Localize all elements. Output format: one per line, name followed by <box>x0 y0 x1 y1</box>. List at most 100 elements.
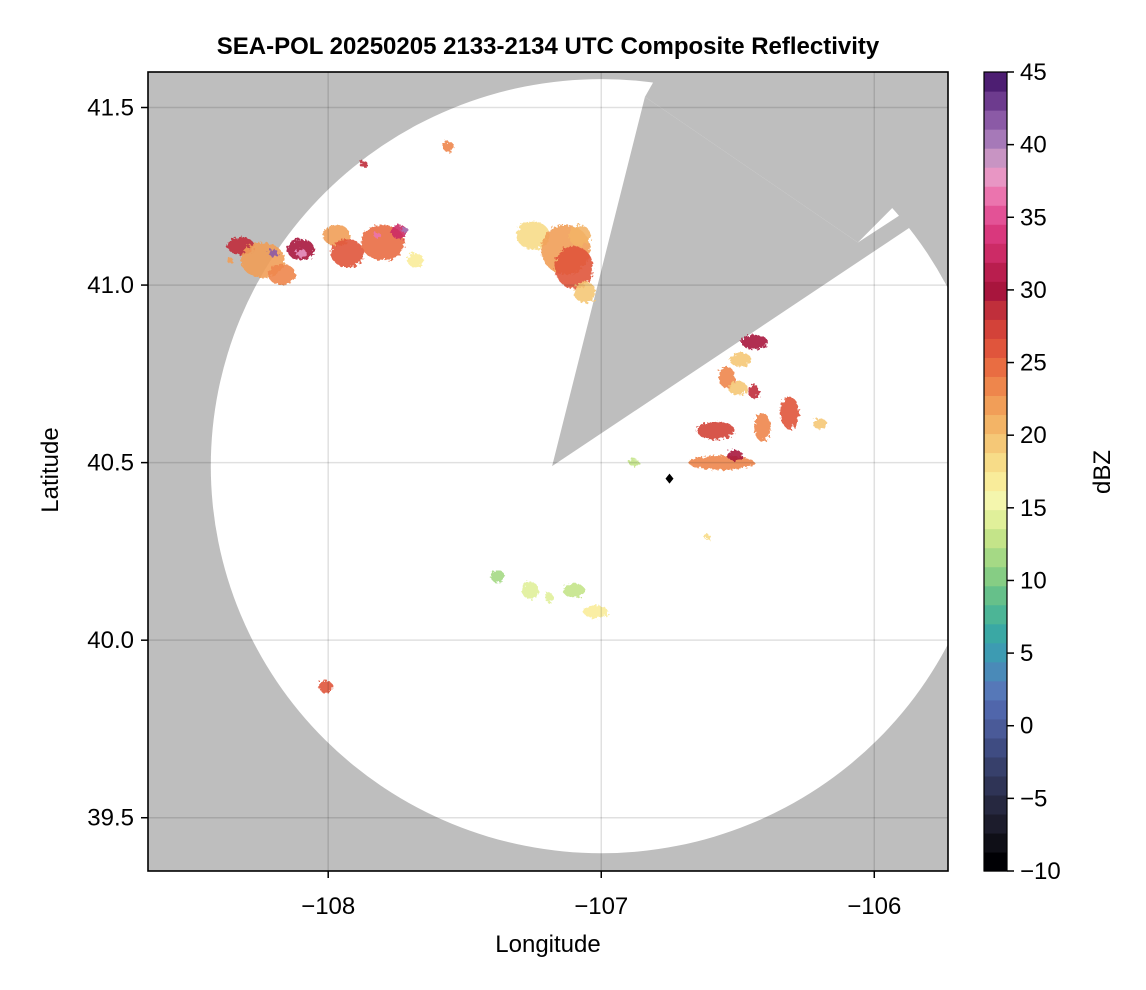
colorbar-swatch <box>984 813 1007 834</box>
colorbar-tick-label: 20 <box>1020 422 1047 449</box>
axes: −108 −107 −106 39.5 40.0 40.5 41.0 41.5 <box>87 95 901 920</box>
echo-cell <box>268 249 279 257</box>
colorbar-swatch <box>984 737 1007 758</box>
radar-site-marker <box>665 473 674 484</box>
echo-cell <box>374 232 381 239</box>
echo-cell <box>554 246 594 289</box>
colorbar-tick-label: −10 <box>1020 858 1061 885</box>
colorbar-swatch <box>984 414 1007 435</box>
colorbar-swatch <box>984 110 1007 130</box>
colorbar-swatch <box>984 490 1007 511</box>
colorbar-swatch <box>984 680 1007 701</box>
echo-cell <box>401 227 409 234</box>
colorbar-tick-label: 10 <box>1020 567 1047 594</box>
echo-cell <box>729 352 752 367</box>
blocked-sector <box>552 96 948 467</box>
x-axis-label: Longitude <box>495 931 600 958</box>
colorbar-tick-label: 0 <box>1020 713 1033 740</box>
colorbar-tick-label: 30 <box>1020 277 1047 304</box>
colorbar-swatch <box>984 224 1007 244</box>
colorbar-tick-label: 15 <box>1020 495 1047 522</box>
colorbar-swatch <box>984 281 1007 301</box>
colorbar-swatch <box>984 243 1007 263</box>
colorbar-tick-label: 40 <box>1020 132 1047 159</box>
colorbar-tick-label: 25 <box>1020 350 1047 377</box>
colorbar-swatch <box>984 585 1007 606</box>
x-tick-label: −106 <box>847 893 901 920</box>
colorbar-swatch <box>984 205 1007 225</box>
colorbar-swatch <box>984 129 1007 149</box>
reflectivity-echoes <box>226 141 827 693</box>
echo-cell <box>516 221 550 250</box>
echo-cell <box>704 534 711 541</box>
echo-cell <box>573 281 596 303</box>
colorbar-swatch <box>984 319 1007 339</box>
colorbar-swatch <box>984 794 1007 815</box>
colorbar-swatch <box>984 547 1007 568</box>
echo-cell <box>359 160 368 168</box>
echo-cell <box>740 334 768 349</box>
colorbar-tick-label: 5 <box>1020 640 1033 667</box>
colorbar-swatch <box>984 528 1007 549</box>
echo-cell <box>545 592 554 603</box>
colorbar: −10 −5 0 5 10 15 20 25 30 35 40 45 <box>983 59 1061 885</box>
echo-cell <box>628 459 640 467</box>
colorbar-swatch <box>984 338 1007 358</box>
colorbar-swatch <box>984 262 1007 282</box>
y-tick-label: 39.5 <box>87 805 134 832</box>
colorbar-swatch <box>984 775 1007 796</box>
echo-cell <box>330 238 364 268</box>
colorbar-swatch <box>984 167 1007 187</box>
echo-cell <box>583 605 609 619</box>
y-tick-label: 41.5 <box>87 95 134 122</box>
echo-cell <box>268 263 296 286</box>
colorbar-swatch <box>984 642 1007 663</box>
colorbar-swatch <box>984 604 1007 625</box>
colorbar-swatch <box>984 91 1007 111</box>
echo-cell <box>696 421 736 440</box>
echo-cell <box>407 253 424 268</box>
y-tick-label: 40.5 <box>87 450 134 477</box>
echo-cell <box>295 248 307 258</box>
colorbar-swatch <box>984 186 1007 206</box>
colorbar-swatch <box>984 566 1007 587</box>
colorbar-swatch <box>984 357 1007 377</box>
colorbar-swatch <box>984 509 1007 530</box>
colorbar-tick-label: −5 <box>1020 785 1047 812</box>
echo-cell <box>442 141 454 152</box>
colorbar-swatch <box>984 832 1007 853</box>
colorbar-swatch <box>984 699 1007 720</box>
y-axis-label: Latitude <box>37 427 64 512</box>
colorbar-swatch <box>984 661 1007 682</box>
plot-area <box>210 72 948 854</box>
colorbar-swatch <box>984 623 1007 644</box>
colorbar-swatch <box>984 756 1007 777</box>
colorbar-swatch <box>984 452 1007 473</box>
echo-cell <box>718 366 736 389</box>
grid <box>148 72 948 871</box>
colorbar-frame <box>983 71 1008 872</box>
colorbar-swatch <box>984 718 1007 739</box>
echo-cell <box>318 679 333 693</box>
colorbar-swatch <box>984 72 1007 92</box>
plot-frame <box>147 71 949 872</box>
echo-cell <box>568 224 591 247</box>
colorbar-tick-label: 45 <box>1020 59 1047 86</box>
y-tick-label: 41.0 <box>87 272 134 299</box>
echo-cell <box>726 450 744 461</box>
echo-cell <box>780 396 800 429</box>
colorbar-swatch <box>984 433 1007 454</box>
echo-cell <box>754 412 771 442</box>
blocked-sector-edge <box>644 72 948 243</box>
echo-cell <box>226 257 233 264</box>
echo-cell <box>748 384 760 399</box>
x-tick-label: −108 <box>301 893 355 920</box>
x-tick-label: −107 <box>574 893 628 920</box>
colorbar-swatch <box>984 395 1007 416</box>
echo-cell <box>490 569 505 583</box>
echo-cell <box>522 581 539 600</box>
colorbar-label: dBZ <box>1089 450 1116 494</box>
colorbar-swatch <box>984 300 1007 320</box>
echo-cell <box>563 583 585 598</box>
